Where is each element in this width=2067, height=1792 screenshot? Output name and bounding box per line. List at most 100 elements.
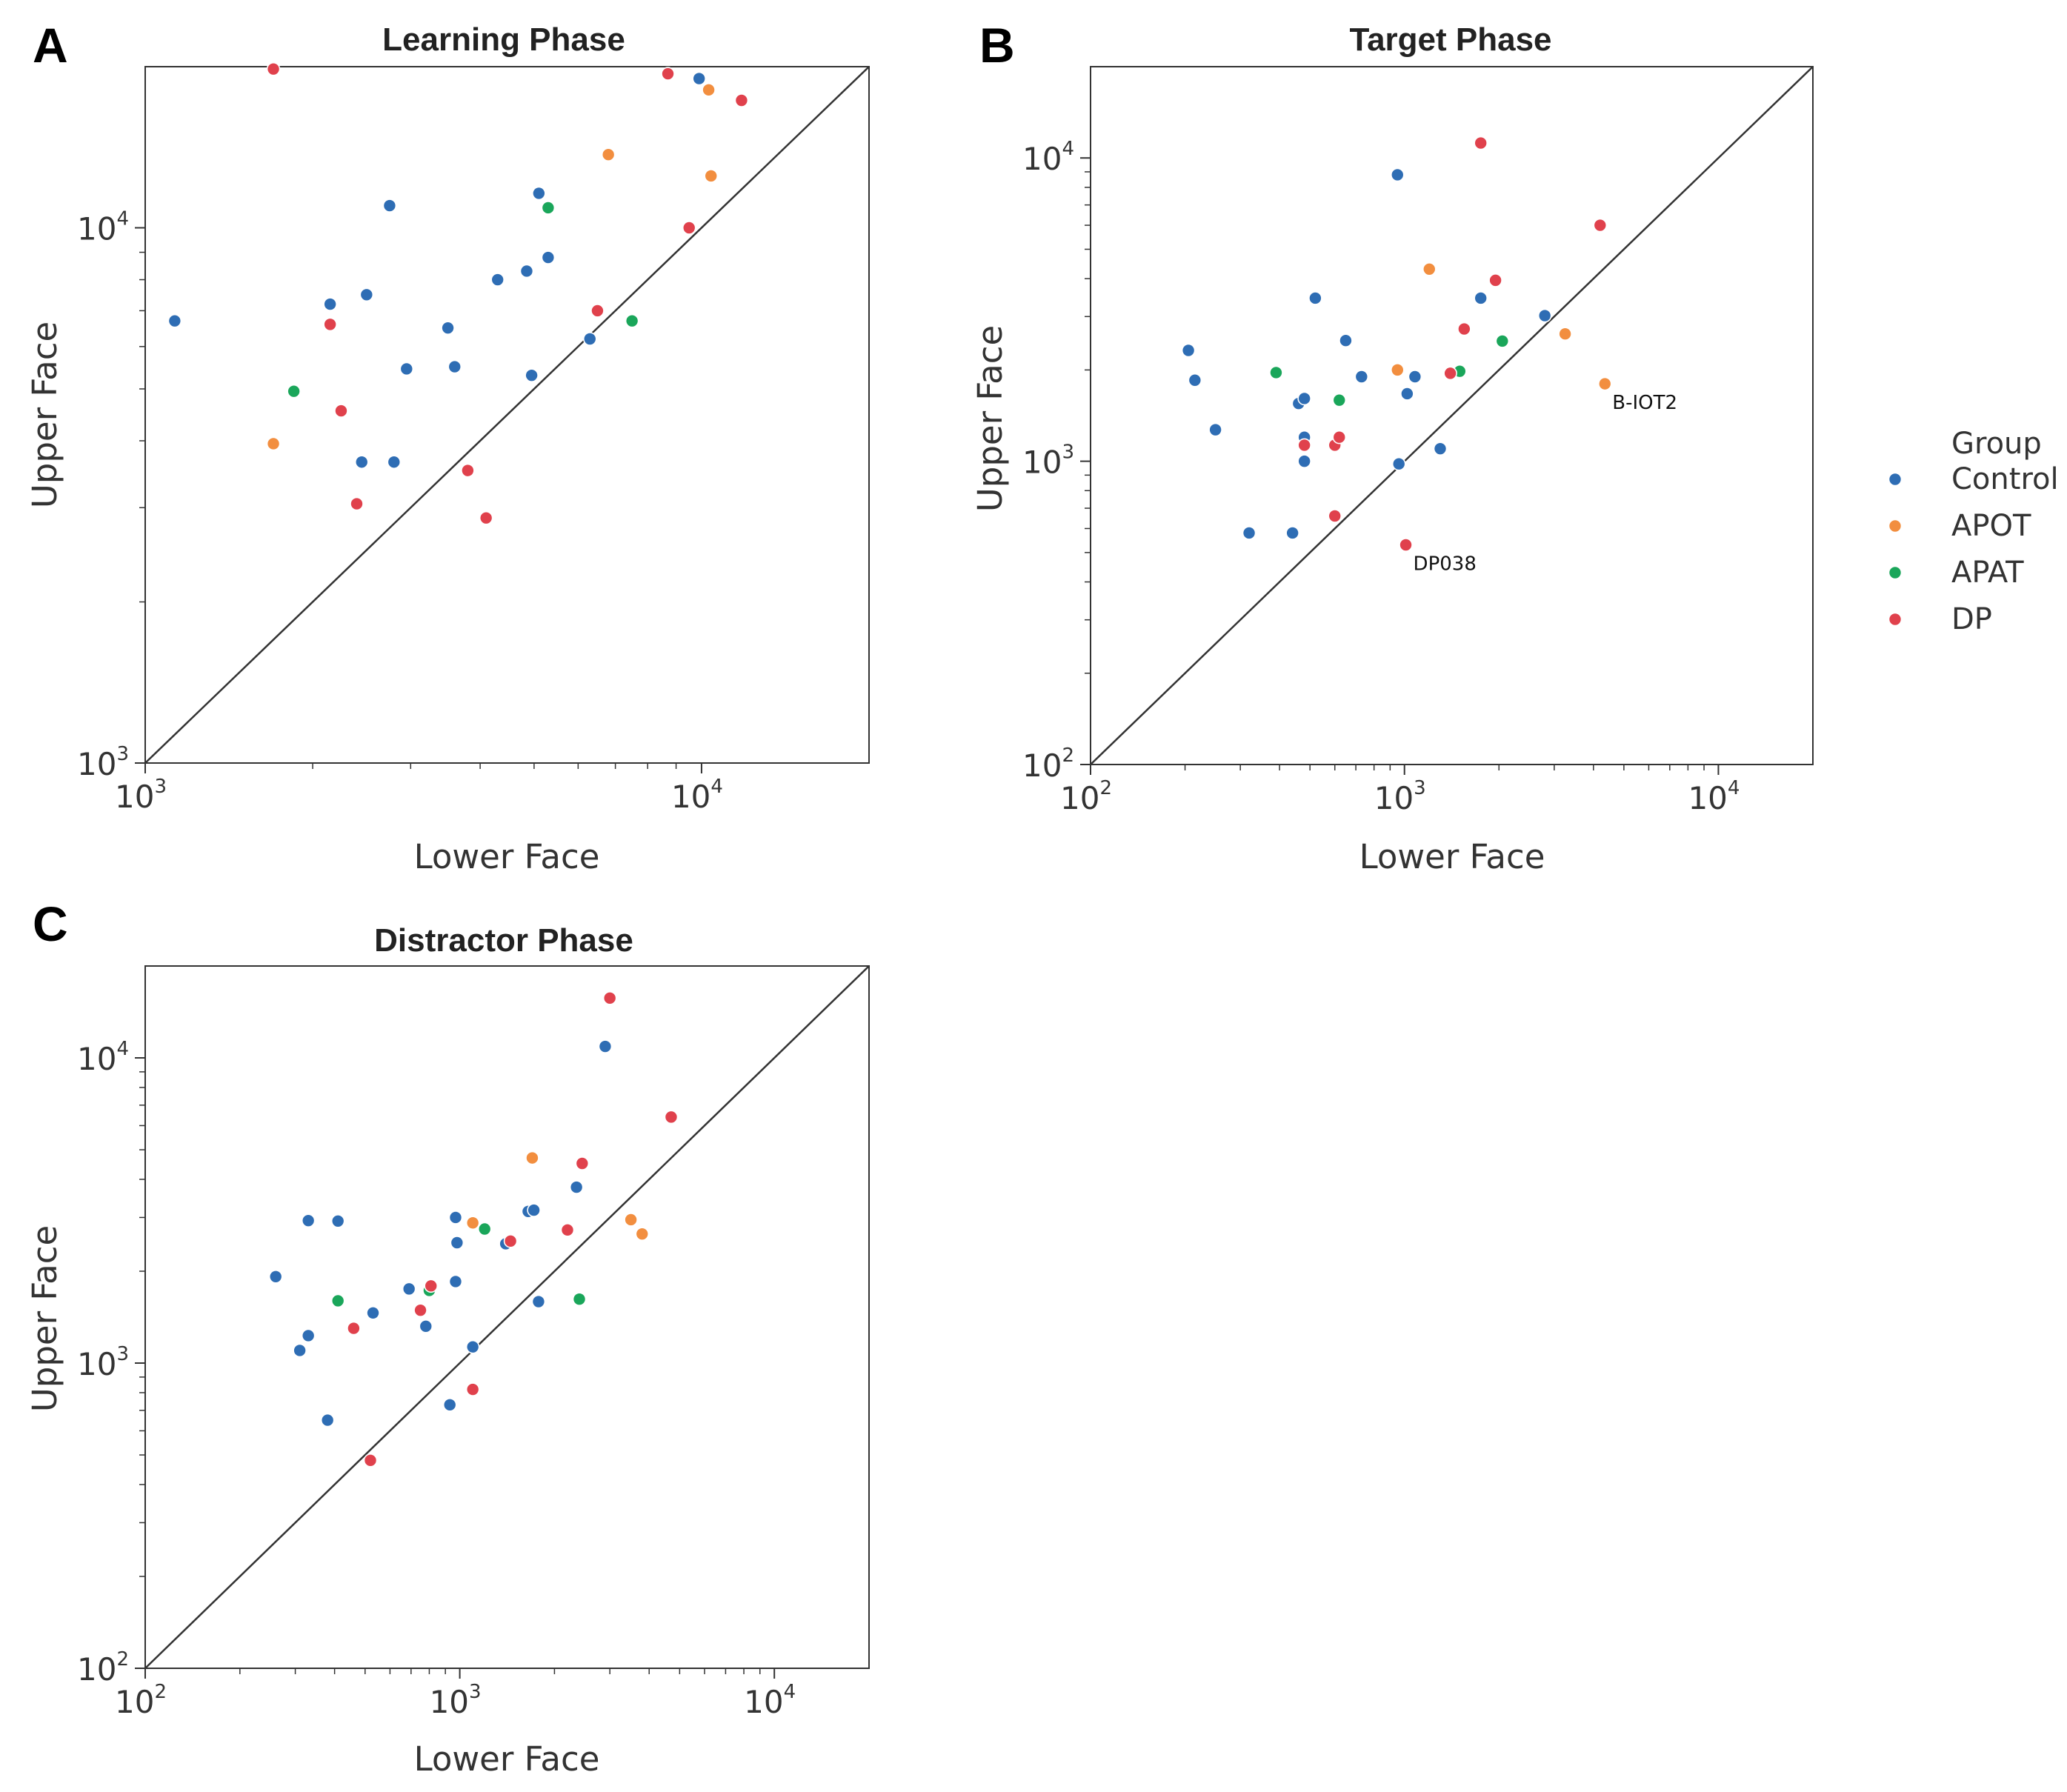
data-point-control — [1285, 526, 1299, 540]
data-point-control — [366, 1305, 380, 1320]
data-point-dp — [479, 510, 493, 525]
chart-title: Target Phase — [1349, 21, 1551, 58]
data-point-apot — [1390, 363, 1405, 377]
data-point-control — [490, 273, 505, 287]
points-layer — [167, 61, 749, 525]
data-point-control — [569, 1180, 584, 1194]
data-point-dp — [1328, 509, 1342, 523]
data-point-control — [359, 287, 374, 302]
data-point-control — [1297, 454, 1311, 468]
panel-b: B Target Phase B-IOT2 DP038 102 103 104 102… — [971, 18, 1814, 876]
point-annotation: B-IOT2 — [1612, 392, 1677, 414]
x-tick-label: 104 — [671, 776, 723, 815]
data-point-control — [1474, 291, 1488, 305]
x-axis-label: Lower Face — [414, 837, 600, 876]
data-point-control — [1181, 343, 1196, 358]
chart-title: Distractor Phase — [374, 922, 633, 959]
data-point-dp — [664, 1110, 679, 1125]
data-point-control — [268, 1269, 283, 1284]
x-axis-label: Lower Face — [1359, 837, 1545, 876]
data-point-apot — [525, 1150, 539, 1165]
x-tick-layer: 102 103 104 — [115, 1668, 796, 1720]
y-tick-label: 103 — [77, 1343, 129, 1382]
y-tick-label: 104 — [77, 207, 129, 247]
panel-c: C Distractor Phase 102 103 104 102 103 104 L… — [25, 896, 870, 1779]
annotation-layer: B-IOT2 DP038 — [1414, 392, 1677, 575]
data-point-apat — [330, 1293, 345, 1308]
data-point-dp — [590, 304, 605, 318]
y-tick-label: 103 — [1022, 442, 1074, 481]
data-point-control — [1390, 167, 1405, 182]
points-layer — [1181, 136, 1612, 552]
legend-label-apot: APOT — [1951, 509, 2031, 543]
y-axis-label: Upper Face — [25, 1225, 64, 1412]
panel-letter: B — [979, 18, 1015, 73]
data-point-dp — [602, 991, 617, 1005]
legend-label-control: Control — [1951, 462, 2059, 496]
data-point-apat — [477, 1222, 492, 1236]
data-point-dp — [334, 404, 348, 418]
data-point-control — [1188, 373, 1202, 387]
data-point-control — [448, 1210, 463, 1225]
data-point-dp — [1593, 218, 1608, 233]
legend-label-dp: DP — [1951, 602, 1992, 636]
legend-items: Control APOT APAT DP — [1888, 462, 2059, 636]
data-point-control — [1391, 456, 1406, 471]
data-point-control — [167, 313, 182, 328]
data-point-apat — [1495, 334, 1510, 348]
data-point-control — [531, 1294, 546, 1309]
legend: Group Control APOT APAT DP — [1888, 427, 2059, 636]
data-point-control — [441, 321, 455, 335]
data-point-control — [598, 1039, 613, 1053]
data-point-apot — [266, 436, 281, 451]
data-point-control — [448, 1274, 463, 1289]
data-point-apot — [465, 1216, 480, 1230]
panel-a: A Learning Phase 103 104 103 104 Lower Fac… — [25, 18, 870, 876]
data-point-control — [1297, 391, 1311, 406]
data-point-control — [465, 1339, 480, 1354]
data-point-dp — [347, 1321, 361, 1336]
data-point-dp — [661, 67, 675, 81]
legend-marker-control — [1888, 472, 1903, 487]
data-point-control — [301, 1328, 316, 1343]
data-point-dp — [1399, 538, 1413, 552]
data-point-apot — [1558, 327, 1572, 341]
data-point-control — [419, 1319, 433, 1333]
panel-letter: A — [33, 18, 68, 73]
data-point-control — [1354, 370, 1369, 384]
data-point-control — [447, 359, 462, 374]
identity-line — [144, 965, 870, 1669]
data-point-control — [1400, 387, 1414, 401]
data-point-control — [450, 1236, 465, 1250]
data-point-control — [1242, 526, 1256, 540]
data-point-control — [320, 1413, 335, 1428]
x-tick-label: 103 — [115, 776, 167, 815]
identity-line-layer — [144, 965, 870, 1669]
data-point-dp — [1457, 322, 1471, 336]
legend-label-apat: APAT — [1951, 556, 2024, 590]
panel-letter: C — [33, 896, 68, 951]
data-point-control — [582, 332, 597, 346]
data-point-control — [382, 199, 397, 213]
data-point-control — [1208, 422, 1222, 437]
x-tick-label: 102 — [1060, 777, 1112, 816]
x-tick-label: 103 — [430, 1681, 482, 1720]
data-point-apat — [1332, 393, 1347, 407]
data-point-dp — [734, 93, 749, 107]
data-point-control — [330, 1213, 345, 1228]
x-tick-layer: 103 104 — [115, 763, 723, 815]
x-tick-label: 103 — [1374, 777, 1426, 816]
y-tick-label: 102 — [77, 1648, 129, 1688]
data-point-control — [692, 71, 706, 86]
y-tick-label: 103 — [77, 743, 129, 782]
data-point-control — [1433, 442, 1448, 456]
data-point-apot — [1422, 262, 1437, 276]
data-point-control — [387, 455, 402, 470]
x-tick-label: 104 — [1688, 777, 1740, 816]
data-point-apot — [601, 147, 616, 162]
data-point-dp — [424, 1279, 439, 1293]
data-point-apat — [287, 384, 301, 399]
data-point-control — [1537, 308, 1552, 323]
data-point-dp — [575, 1156, 590, 1170]
